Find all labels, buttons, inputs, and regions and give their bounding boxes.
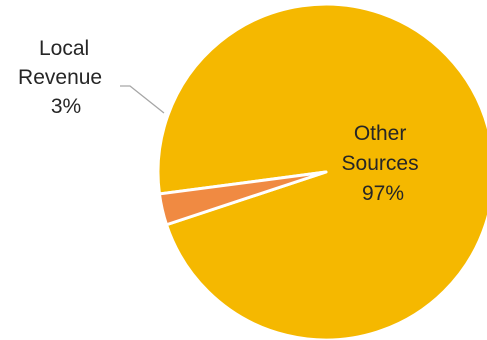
label-other-sources: Other Sources 97% xyxy=(342,122,425,205)
label-local-revenue-percent: 3% xyxy=(51,95,81,118)
pie-slice-local-revenue xyxy=(157,170,328,227)
label-other-sources-line1: Other xyxy=(354,122,407,145)
pie-slices xyxy=(156,2,487,340)
label-local-revenue-line2: Revenue xyxy=(18,66,102,89)
label-other-sources-line2: Sources xyxy=(342,152,419,175)
label-local-revenue: Local Revenue 3% xyxy=(18,37,108,118)
label-other-sources-percent: 97% xyxy=(362,182,404,205)
leader-line-local-revenue xyxy=(120,85,165,114)
label-local-revenue-line1: Local xyxy=(39,37,89,60)
